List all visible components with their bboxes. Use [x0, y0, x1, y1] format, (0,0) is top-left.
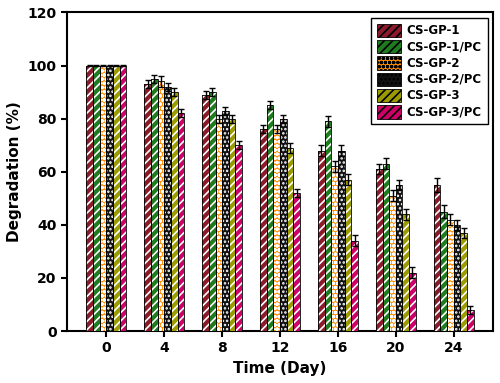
X-axis label: Time (Day): Time (Day) — [234, 361, 326, 376]
Bar — [434, 185, 440, 331]
Bar — [164, 87, 171, 331]
Bar — [318, 151, 324, 331]
Bar — [402, 214, 409, 331]
Bar — [396, 185, 402, 331]
Bar — [113, 65, 119, 331]
Bar — [338, 151, 344, 331]
Bar — [352, 241, 358, 331]
Bar — [402, 214, 409, 331]
Bar — [382, 164, 389, 331]
Bar — [286, 148, 294, 331]
Bar — [447, 219, 454, 331]
Bar — [216, 119, 222, 331]
Bar — [86, 65, 93, 331]
Bar — [467, 310, 473, 331]
Bar — [236, 145, 242, 331]
Bar — [178, 113, 184, 331]
Bar — [100, 65, 106, 331]
Bar — [120, 65, 126, 331]
Bar — [93, 65, 100, 331]
Bar — [260, 129, 266, 331]
Bar — [294, 193, 300, 331]
Bar — [106, 65, 113, 331]
Bar — [332, 167, 338, 331]
Bar — [389, 196, 396, 331]
Bar — [260, 129, 266, 331]
Bar — [409, 273, 416, 331]
Legend: CS-GP-1, CS-GP-1/PC, CS-GP-2, CS-GP-2/PC, CS-GP-3, CS-GP-3/PC: CS-GP-1, CS-GP-1/PC, CS-GP-2, CS-GP-2/PC… — [372, 18, 488, 124]
Bar — [178, 113, 184, 331]
Bar — [209, 92, 216, 331]
Bar — [229, 119, 235, 331]
Bar — [106, 65, 113, 331]
Bar — [274, 129, 280, 331]
Bar — [274, 129, 280, 331]
Bar — [171, 92, 177, 331]
Bar — [280, 119, 286, 331]
Bar — [324, 121, 332, 331]
Bar — [202, 95, 209, 331]
Bar — [266, 105, 274, 331]
Bar — [389, 196, 396, 331]
Bar — [467, 310, 473, 331]
Bar — [222, 111, 229, 331]
Bar — [460, 233, 467, 331]
Bar — [460, 233, 467, 331]
Bar — [434, 185, 440, 331]
Bar — [454, 225, 460, 331]
Bar — [324, 121, 332, 331]
Bar — [100, 65, 106, 331]
Bar — [151, 79, 158, 331]
Bar — [158, 82, 164, 331]
Bar — [144, 84, 151, 331]
Bar — [202, 95, 209, 331]
Bar — [338, 151, 344, 331]
Bar — [344, 180, 352, 331]
Bar — [280, 119, 286, 331]
Bar — [158, 82, 164, 331]
Bar — [144, 84, 151, 331]
Bar — [376, 169, 382, 331]
Bar — [151, 79, 158, 331]
Bar — [382, 164, 389, 331]
Bar — [216, 119, 222, 331]
Bar — [454, 225, 460, 331]
Bar — [294, 193, 300, 331]
Bar — [86, 65, 93, 331]
Bar — [332, 167, 338, 331]
Bar — [286, 148, 294, 331]
Bar — [447, 219, 454, 331]
Bar — [396, 185, 402, 331]
Y-axis label: Degradation (%): Degradation (%) — [7, 101, 22, 242]
Bar — [352, 241, 358, 331]
Bar — [318, 151, 324, 331]
Bar — [236, 145, 242, 331]
Bar — [171, 92, 177, 331]
Bar — [209, 92, 216, 331]
Bar — [113, 65, 119, 331]
Bar — [93, 65, 100, 331]
Bar — [229, 119, 235, 331]
Bar — [376, 169, 382, 331]
Bar — [440, 211, 447, 331]
Bar — [409, 273, 416, 331]
Bar — [222, 111, 229, 331]
Bar — [440, 211, 447, 331]
Bar — [164, 87, 171, 331]
Bar — [266, 105, 274, 331]
Bar — [120, 65, 126, 331]
Bar — [344, 180, 352, 331]
